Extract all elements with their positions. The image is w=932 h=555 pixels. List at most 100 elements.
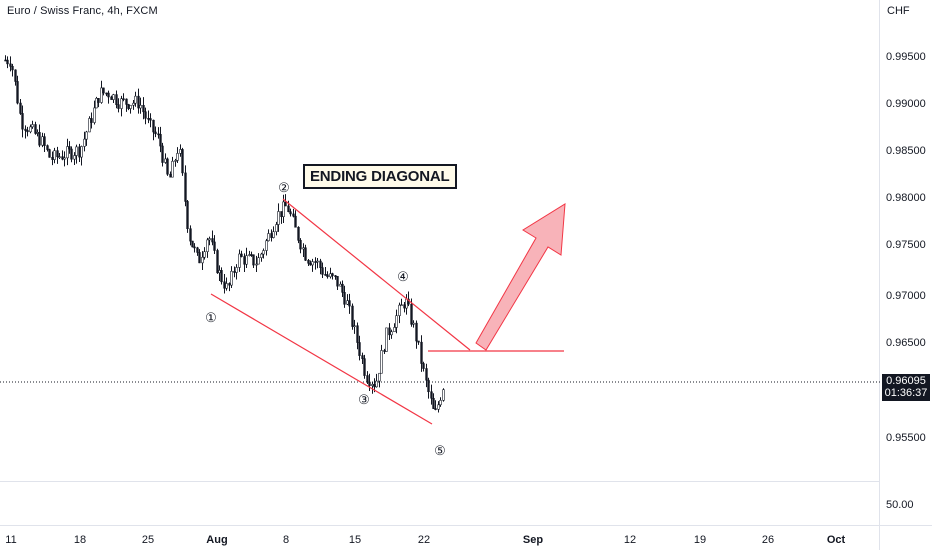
candle-body <box>331 273 334 276</box>
candle-body <box>203 251 206 258</box>
candle-body <box>307 259 310 264</box>
candle-body <box>371 384 374 386</box>
candle-body <box>326 274 329 278</box>
candle-body <box>292 213 295 217</box>
candle-body <box>427 379 430 393</box>
price-axis[interactable]: 0.99500 0.99000 0.98500 0.98000 0.97500 … <box>886 51 926 511</box>
candle-body <box>375 380 378 388</box>
price-tick: 0.99000 <box>886 98 926 110</box>
candle-body <box>366 375 369 383</box>
candle-body <box>19 102 22 114</box>
candle-body <box>142 104 145 113</box>
candle-body <box>309 262 312 266</box>
candle-body <box>102 87 105 94</box>
wave-labels: ① ② ③ ④ ⑤ <box>205 180 446 458</box>
candle-body <box>230 270 233 286</box>
candle-body <box>346 300 349 305</box>
wave-label-2: ② <box>278 180 290 195</box>
candle-body <box>198 252 201 264</box>
candle-body <box>324 274 327 276</box>
candle-body <box>432 397 435 409</box>
candle-body <box>120 98 123 109</box>
candle-body <box>157 133 160 136</box>
candle-body <box>297 226 300 241</box>
candle-body <box>14 69 17 82</box>
candle-body <box>24 128 27 131</box>
candle-body <box>4 59 7 62</box>
candle-body <box>107 92 110 98</box>
candle-body <box>127 104 130 109</box>
price-tick: 0.99500 <box>886 51 926 63</box>
candle-body <box>83 138 86 147</box>
candle-body <box>66 146 69 159</box>
candle-body <box>184 172 187 202</box>
candle-body <box>235 267 238 273</box>
candle-body <box>110 96 113 100</box>
candle-body <box>442 389 445 401</box>
wave-label-5: ⑤ <box>434 443 446 458</box>
ending-diagonal-label: ENDING DIAGONAL <box>303 164 457 189</box>
candle-body <box>363 358 366 376</box>
candle-body <box>191 240 194 248</box>
candle-body <box>53 150 56 160</box>
candle-body <box>154 131 157 135</box>
candle-body <box>351 305 354 327</box>
candle-body <box>122 98 125 101</box>
candles <box>4 55 445 413</box>
time-axis[interactable]: 11 18 25 Aug 8 15 22 Sep 12 19 26 Oct <box>5 534 845 546</box>
candle-body <box>240 253 243 257</box>
candle-body <box>393 327 396 333</box>
current-price-value: 0.96095 <box>886 375 926 387</box>
time-tick: 12 <box>624 534 636 546</box>
lower-trendline <box>210 293 433 425</box>
time-tick: 15 <box>349 534 361 546</box>
time-tick: 22 <box>418 534 430 546</box>
candle-body <box>75 146 78 156</box>
candle-body <box>304 247 307 261</box>
candle-body <box>36 132 39 134</box>
candle-body <box>164 158 167 163</box>
candle-body <box>272 231 275 238</box>
candle-body <box>189 228 192 242</box>
time-tick: Oct <box>827 534 846 546</box>
symbol-title[interactable]: Euro / Swiss Franc, 4h, FXCM <box>7 5 158 17</box>
candle-body <box>105 92 108 95</box>
candle-body <box>132 102 135 106</box>
candle-body <box>225 283 228 289</box>
candle-body <box>112 94 115 100</box>
candle-body <box>134 95 137 104</box>
candle-body <box>100 87 103 103</box>
candle-body <box>378 372 381 382</box>
candle-body <box>80 146 83 158</box>
candle-body <box>34 124 37 134</box>
candle-body <box>159 134 162 147</box>
candle-body <box>139 104 142 109</box>
candle-body <box>193 246 196 249</box>
candle-body <box>417 340 420 343</box>
candle-body <box>137 95 140 109</box>
lower-pane-tick: 50.00 <box>886 499 914 511</box>
price-tick: 0.97500 <box>886 239 926 251</box>
candle-body <box>314 261 317 263</box>
candle-body <box>302 247 305 250</box>
candle-body <box>85 131 88 140</box>
candle-body <box>179 149 182 154</box>
candle-body <box>115 94 118 105</box>
candle-body <box>425 368 428 381</box>
candle-body <box>356 325 359 343</box>
candle-body <box>439 400 442 406</box>
candle-body <box>48 149 51 158</box>
candle-body <box>68 146 71 150</box>
candle-body <box>343 292 346 305</box>
candle-body <box>252 254 255 266</box>
candle-body <box>250 254 253 256</box>
candle-body <box>262 250 265 255</box>
candle-body <box>186 201 189 230</box>
candle-body <box>201 256 204 264</box>
candle-body <box>152 119 155 133</box>
candle-body <box>348 300 351 307</box>
candle-body <box>174 160 177 162</box>
candle-body <box>11 66 14 71</box>
